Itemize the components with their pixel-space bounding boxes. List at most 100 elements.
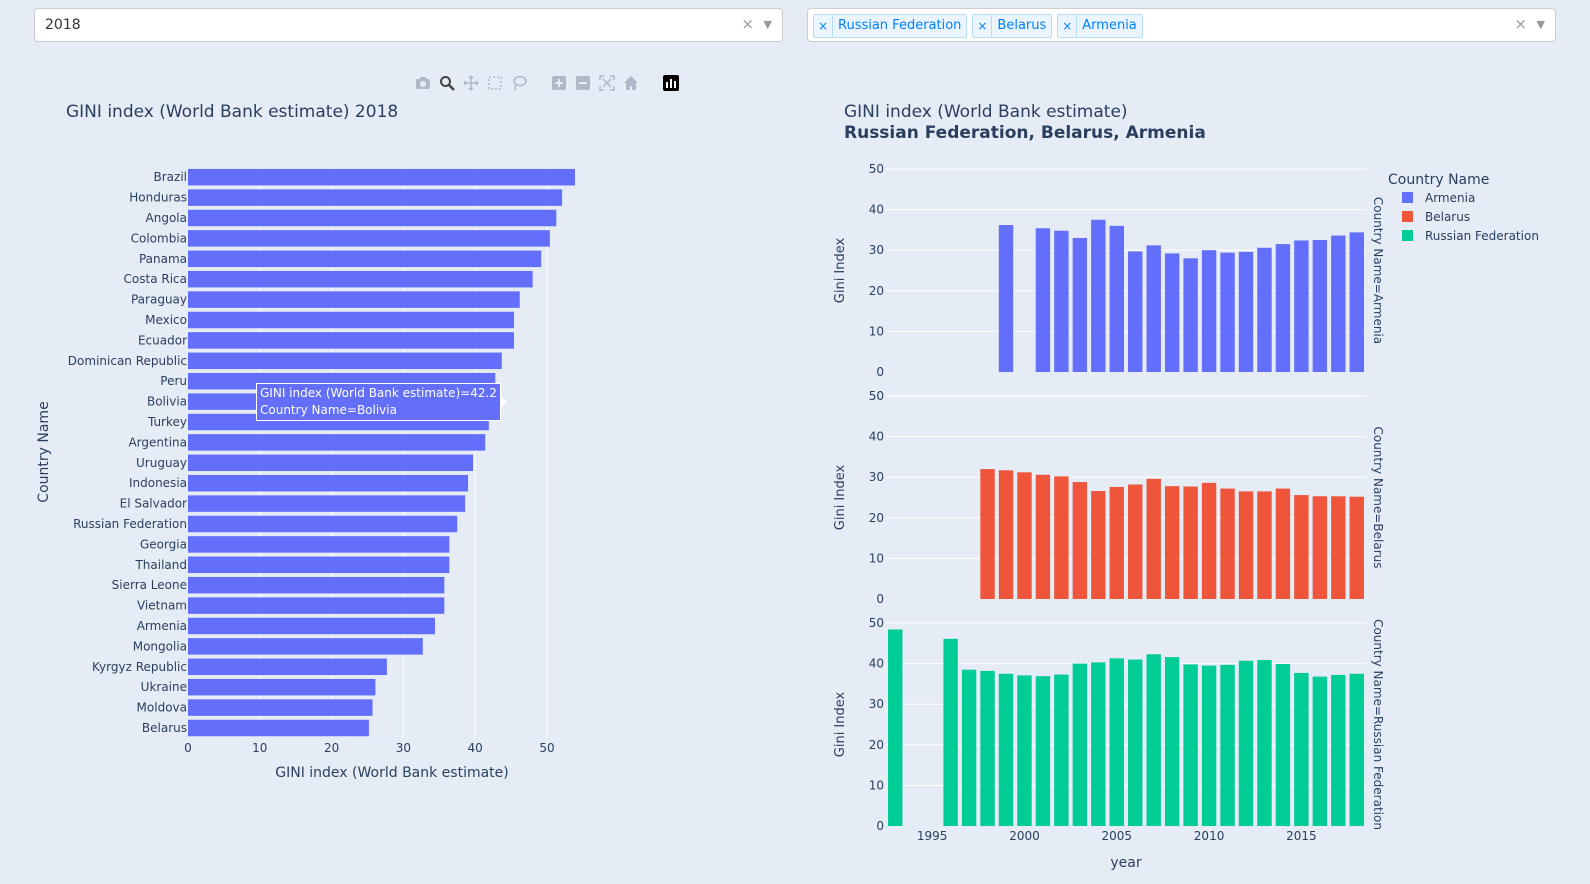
country-tag: × Russian Federation: [813, 14, 968, 38]
y-axis-title: Gini Index: [833, 237, 848, 303]
remove-tag-icon[interactable]: ×: [1058, 15, 1078, 37]
facet-armenia: 0 10 20 30 40 50 Gini Index Country Name=Armeni…: [833, 162, 1385, 379]
bar: [1054, 674, 1069, 826]
x-tick-label: 0: [184, 741, 192, 755]
bar: [1164, 657, 1180, 826]
bar: [1294, 495, 1309, 599]
bar: [1349, 496, 1364, 599]
remove-tag-icon[interactable]: ×: [814, 15, 833, 37]
bar: [1294, 672, 1309, 826]
clear-icon[interactable]: ×: [741, 15, 754, 33]
bar: [188, 270, 533, 288]
bar: [1091, 219, 1106, 372]
y-tick-label: 10: [869, 778, 884, 792]
y-tick-label: Georgia: [140, 537, 187, 551]
legend: Country Name Armenia Belarus Russian Feder…: [1388, 172, 1539, 243]
y-tick-label: Sierra Leone: [112, 578, 187, 592]
bar: [188, 556, 450, 574]
x-tick-label: 2000: [1009, 829, 1040, 843]
bar: [1017, 472, 1032, 599]
y-tick-label: 20: [869, 284, 884, 298]
x-tick-label: 40: [468, 741, 483, 755]
y-tick-label: Angola: [146, 211, 187, 225]
bar: [1035, 676, 1051, 826]
x-tick-labels: 0 10 20 30 40 50: [184, 741, 554, 755]
camera-icon[interactable]: [414, 74, 432, 92]
y-tick-label: El Salvador: [120, 497, 187, 511]
lasso-icon[interactable]: [510, 74, 528, 92]
bar: [1164, 486, 1180, 599]
country-dropdown[interactable]: × Russian Federation × Belarus × Armenia…: [807, 8, 1556, 42]
bar: [1312, 676, 1328, 826]
tag-label: Belarus: [997, 18, 1047, 33]
box-select-icon[interactable]: [486, 74, 504, 92]
y-tick-label: 10: [869, 324, 884, 338]
bar: [188, 352, 502, 370]
bar: [1220, 488, 1235, 599]
bar: [188, 658, 387, 676]
chart-title: GINI index (World Bank estimate) 2018: [66, 102, 398, 122]
legend-title: Country Name: [1388, 172, 1489, 188]
y-tick-label: Costa Rica: [124, 272, 187, 286]
remove-tag-icon[interactable]: ×: [973, 15, 993, 37]
year-dropdown-value: 2018: [45, 17, 81, 33]
zoom-icon[interactable]: [438, 74, 456, 92]
y-tick-label: 40: [869, 657, 884, 671]
bar: [1072, 482, 1088, 599]
bar: [1331, 496, 1346, 599]
bar: [980, 469, 995, 599]
zoom-in-icon[interactable]: [550, 74, 568, 92]
bar: [1349, 673, 1364, 826]
bar: [998, 470, 1014, 599]
legend-swatch: [1402, 192, 1413, 203]
reset-axes-icon[interactable]: [622, 74, 640, 92]
y-tick-labels: Brazil Honduras Angola Colombia Panama Costa …: [68, 170, 187, 735]
bar: [188, 189, 563, 206]
y-tick-label: Uruguay: [136, 456, 187, 470]
bar: [1238, 660, 1254, 826]
y-tick-label: 30: [869, 470, 884, 484]
bar: [188, 597, 445, 614]
bar: [188, 332, 514, 349]
legend-item: Belarus: [1425, 210, 1470, 224]
legend-item: Armenia: [1425, 191, 1475, 205]
bar: [1220, 252, 1235, 372]
modebar: [414, 74, 680, 92]
bar: [188, 250, 542, 268]
chevron-down-icon[interactable]: ▼: [1536, 18, 1545, 31]
y-tick-label: 0: [876, 592, 884, 606]
bar: [1017, 675, 1032, 826]
chevron-down-icon[interactable]: ▼: [763, 18, 772, 31]
y-tick-label: Honduras: [129, 191, 187, 205]
bar: [1072, 238, 1088, 372]
tag-label: Russian Federation: [838, 18, 962, 33]
bar: [1091, 662, 1106, 826]
bar: [1035, 228, 1051, 372]
zoom-out-icon[interactable]: [574, 74, 592, 92]
y-tick-label: Ukraine: [141, 680, 187, 694]
year-dropdown[interactable]: 2018 × ▼: [34, 8, 783, 42]
bar: [188, 617, 435, 635]
y-tick-label: Colombia: [131, 231, 187, 245]
bar: [1275, 244, 1291, 372]
bar: [188, 209, 557, 227]
legend-item: Russian Federation: [1425, 229, 1539, 243]
bar: [1109, 658, 1124, 826]
bar: [1128, 659, 1143, 826]
bar: [1257, 659, 1272, 826]
bar: [1201, 482, 1217, 599]
plotly-logo-icon[interactable]: [662, 74, 680, 92]
y-tick-label: Indonesia: [129, 476, 187, 490]
facets: 0 10 20 30 40 50 Gini Index Country Name=Armeni…: [833, 162, 1385, 833]
bar: [1183, 664, 1198, 826]
bar: [1312, 240, 1328, 372]
y-tick-label: Ecuador: [138, 333, 187, 347]
y-tick-label: 30: [869, 243, 884, 257]
clear-icon[interactable]: ×: [1514, 15, 1527, 33]
facet-label: Country Name=Belarus: [1371, 426, 1385, 568]
bar: [188, 311, 514, 329]
autoscale-icon[interactable]: [598, 74, 616, 92]
pan-icon[interactable]: [462, 74, 480, 92]
bar: [1146, 245, 1161, 372]
y-tick-label: Peru: [160, 374, 187, 388]
